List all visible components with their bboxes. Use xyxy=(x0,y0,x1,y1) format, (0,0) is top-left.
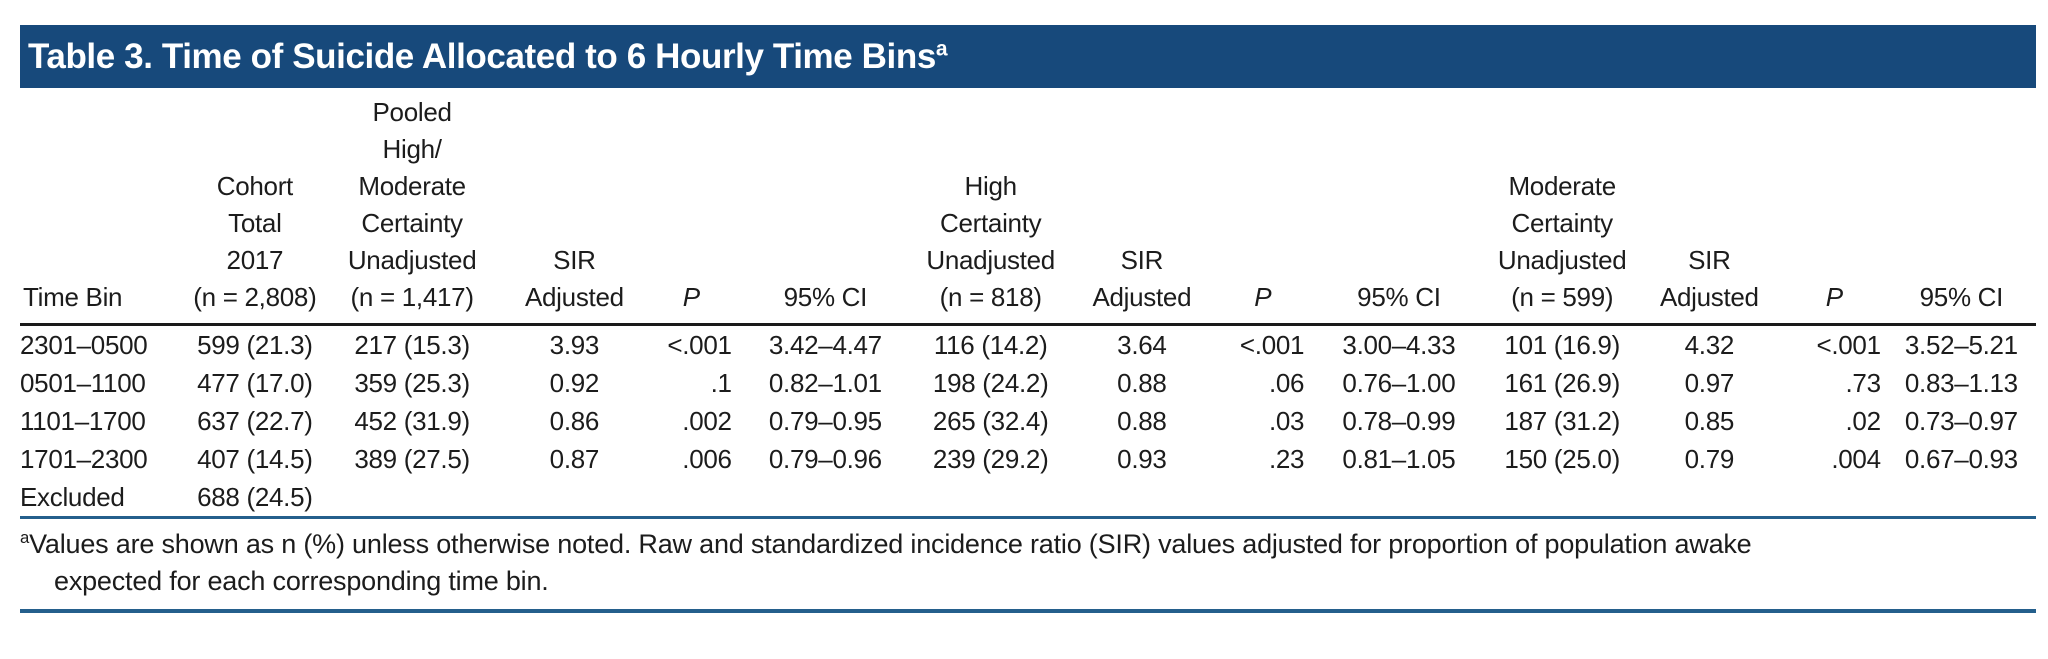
table-cell: 1101–1700 xyxy=(20,405,146,436)
table-cell: 4.32 xyxy=(1684,329,1735,360)
col-header-ci-moderate: 95% CI xyxy=(1886,88,2036,326)
col-header-cohort-total: Cohort Total 2017 (n = 2,808) xyxy=(189,88,321,326)
table-cell: 161 (26.9) xyxy=(1504,367,1620,398)
table-cell: 0.82–1.01 xyxy=(768,367,882,398)
table-cell: 1701–2300 xyxy=(20,443,148,474)
footnote-text: Values are shown as n (%) unless otherwi… xyxy=(29,529,1752,596)
table-cell xyxy=(1487,478,1637,519)
table-cell xyxy=(1215,478,1311,519)
table-cell: 407 (14.5) xyxy=(197,443,313,474)
table-cell: .03 xyxy=(1268,405,1305,436)
col-header-moderate-unadjusted: Moderate Certainty Unadjusted (n = 599) xyxy=(1487,88,1637,326)
header-row: Time Bin Cohort Total 2017 (n = 2,808) P… xyxy=(20,88,2036,326)
table-cell xyxy=(503,478,645,519)
table-title: Table 3. Time of Suicide Allocated to 6 … xyxy=(28,37,936,76)
table-cell: 3.42–4.47 xyxy=(768,329,882,360)
table-cell: 599 (21.3) xyxy=(197,329,313,360)
table-cell: 3.93 xyxy=(549,329,600,360)
table-cell: .73 xyxy=(1845,367,1881,398)
col-header-sir-adjusted-pooled: SIR Adjusted xyxy=(503,88,645,326)
table-cell: .1 xyxy=(710,367,732,398)
table-cell: 0.79 xyxy=(1684,443,1735,474)
table-cell: 0.79–0.96 xyxy=(768,443,882,474)
table-cell: 452 (31.9) xyxy=(354,405,470,436)
col-header-sir-adjusted-moderate: SIR Adjusted xyxy=(1636,88,1782,326)
table-cell: 0.86 xyxy=(549,405,600,436)
table-cell: 3.52–5.21 xyxy=(1904,329,2018,360)
table-cell: .006 xyxy=(682,443,732,474)
table-cell: .06 xyxy=(1268,367,1305,398)
table-cell: 265 (32.4) xyxy=(932,405,1049,436)
table-cell: 0.88 xyxy=(1117,405,1167,436)
table-cell: 0.73–0.97 xyxy=(1904,405,2018,436)
table-cell: 101 (16.9) xyxy=(1504,329,1620,360)
table-cell: 0.97 xyxy=(1684,367,1735,398)
col-header-p-pooled: P xyxy=(644,88,738,326)
table-title-bar: Table 3. Time of Suicide Allocated to 6 … xyxy=(20,25,2036,88)
table-cell: 217 (15.3) xyxy=(354,329,470,360)
table-cell: 0.76–1.00 xyxy=(1342,367,1456,398)
col-header-p-moderate: P xyxy=(1781,88,1887,326)
table-cell: 150 (25.0) xyxy=(1504,443,1620,474)
table-cell: 0.79–0.95 xyxy=(768,405,882,436)
table-cell: <.001 xyxy=(667,329,732,360)
table-cell: 239 (29.2) xyxy=(932,443,1049,474)
table-cell xyxy=(737,478,914,519)
table-cell: 359 (25.3) xyxy=(354,367,470,398)
table-row: Excluded 688 (24.5) xyxy=(20,478,2036,519)
table-cell xyxy=(644,478,738,519)
table-row: 2301–0500 599 (21.3) 217 (15.3) 3.93 <.0… xyxy=(20,325,2036,365)
results-table: Time Bin Cohort Total 2017 (n = 2,808) P… xyxy=(20,88,2036,519)
table-cell: 0.67–0.93 xyxy=(1904,443,2018,474)
table-cell: 0.83–1.13 xyxy=(1904,367,2018,398)
col-header-ci-high: 95% CI xyxy=(1310,88,1488,326)
table-cell: 0.78–0.99 xyxy=(1342,405,1456,436)
table-cell: 389 (27.5) xyxy=(354,443,470,474)
table-cell: 3.00–4.33 xyxy=(1342,329,1456,360)
table-cell: <.001 xyxy=(1816,329,1881,360)
table-cell xyxy=(1068,478,1216,519)
table-cell: .02 xyxy=(1845,405,1881,436)
col-header-high-unadjusted: High Certainty Unadjusted (n = 818) xyxy=(913,88,1069,326)
table-cell: 477 (17.0) xyxy=(197,367,313,398)
col-header-ci-pooled: 95% CI xyxy=(737,88,914,326)
table-cell xyxy=(913,478,1069,519)
col-header-pooled-unadjusted: Pooled High/ Moderate Certainty Unadjust… xyxy=(320,88,504,326)
table-cell: 198 (24.2) xyxy=(932,367,1049,398)
table-cell: 0.85 xyxy=(1684,405,1735,436)
table-cell xyxy=(1781,478,1887,519)
table-cell xyxy=(320,478,504,519)
table-row: 0501–1100 477 (17.0) 359 (25.3) 0.92 .1 … xyxy=(20,364,2036,402)
table-cell xyxy=(1886,478,2036,519)
col-header-p-high: P xyxy=(1215,88,1311,326)
table-cell: .23 xyxy=(1268,443,1305,474)
table-cell: Excluded xyxy=(20,478,190,519)
table-cell xyxy=(1310,478,1488,519)
table-cell: 116 (14.2) xyxy=(933,329,1048,360)
table-cell: 688 (24.5) xyxy=(189,478,321,519)
table-cell: 187 (31.2) xyxy=(1504,405,1620,436)
table-cell xyxy=(1636,478,1782,519)
table-row: 1101–1700 637 (22.7) 452 (31.9) 0.86 .00… xyxy=(20,402,2036,440)
table-cell: 2301–0500 xyxy=(20,329,148,360)
footnote-marker: a xyxy=(20,528,30,547)
col-header-sir-adjusted-high: SIR Adjusted xyxy=(1068,88,1216,326)
table-cell: .002 xyxy=(682,405,732,436)
table-cell: 637 (22.7) xyxy=(197,405,313,436)
table-cell: 3.64 xyxy=(1117,329,1167,360)
col-header-time-bin: Time Bin xyxy=(20,88,190,326)
table-row: 1701–2300 407 (14.5) 389 (27.5) 0.87 .00… xyxy=(20,440,2036,478)
table-cell: 0.81–1.05 xyxy=(1342,443,1456,474)
table-cell: 0.93 xyxy=(1117,443,1167,474)
footnote: aValues are shown as n (%) unless otherw… xyxy=(20,519,2036,613)
table-panel: Table 3. Time of Suicide Allocated to 6 … xyxy=(20,25,2036,613)
table-cell: <.001 xyxy=(1239,329,1305,360)
title-superscript: a xyxy=(935,37,948,61)
table-cell: 0.92 xyxy=(549,367,600,398)
table-cell: .004 xyxy=(1831,443,1881,474)
table-cell: 0.88 xyxy=(1117,367,1167,398)
table-cell: 0.87 xyxy=(549,443,600,474)
table-cell: 0501–1100 xyxy=(20,367,146,398)
